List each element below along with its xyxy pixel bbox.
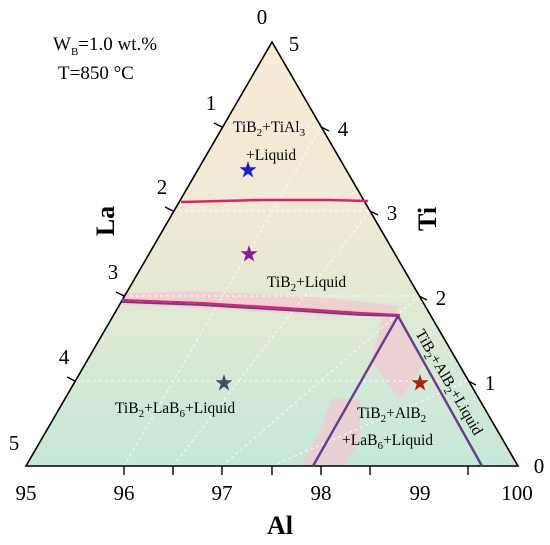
al-tick-95: 95: [16, 481, 37, 505]
boundary-upper: [180, 198, 369, 204]
boundary-middle-pink: [121, 298, 401, 317]
la-tick-0: 0: [257, 5, 268, 29]
al-tick-98: 98: [311, 481, 332, 505]
al-tick-labels: 95 96 97 98 99 100: [16, 481, 533, 505]
ti-tick-4: 4: [338, 117, 349, 141]
ti-tick-5: 5: [289, 32, 300, 56]
boundary-middle-purple: [121, 301, 399, 317]
al-axis-title: Al: [267, 511, 293, 540]
star-marker-blue: [239, 161, 257, 178]
star-marker-dark: [215, 374, 233, 391]
star-marker-red: [411, 374, 429, 391]
ti-tick-3: 3: [387, 201, 398, 225]
grid-lines: [75, 126, 469, 467]
condition-wb: WB=1.0 wt.%: [53, 34, 157, 58]
boundary-shading: [122, 291, 425, 466]
region-label-tib2-alb2: TiB2+AlB2: [357, 405, 426, 425]
ti-tick-labels: 0 1 2 3 4 5: [289, 32, 545, 478]
la-axis-title: La: [91, 206, 120, 236]
ti-tick-0: 0: [534, 454, 545, 478]
boundary-right-diagonal: [396, 315, 484, 467]
ti-tick-2: 2: [436, 286, 447, 310]
condition-temperature: T=850 °C: [58, 63, 134, 84]
region-label-lab6-liquid: +LaB6+Liquid: [342, 432, 433, 452]
sample-markers: [215, 161, 429, 391]
region-label-tib2-lab6-liquid: TiB2+LaB6+Liquid: [115, 400, 235, 420]
star-marker-purple: [240, 245, 258, 262]
la-tick-3: 3: [108, 260, 119, 284]
la-tick-2: 2: [157, 175, 168, 199]
la-tick-labels: 0 1 2 3 4 5: [9, 5, 268, 455]
boundary-left-diagonal: [311, 315, 400, 467]
al-tick-96: 96: [114, 481, 135, 505]
ti-tick-1: 1: [485, 371, 496, 395]
al-tick-97: 97: [212, 481, 233, 505]
axis-ticks: [66, 122, 477, 475]
region-label-tib2-tial3: TiB2+TiAl3: [233, 119, 306, 139]
la-tick-5: 5: [9, 431, 20, 455]
ti-axis-title: Ti: [413, 207, 442, 231]
al-tick-100: 100: [501, 481, 533, 505]
la-tick-1: 1: [206, 91, 217, 115]
region-label-tib2-tial3-liquid: +Liquid: [246, 147, 296, 164]
al-tick-99: 99: [410, 481, 431, 505]
diagram-background: [26, 42, 518, 466]
region-label-tib2-liquid: TiB2+Liquid: [267, 274, 346, 294]
la-tick-4: 4: [59, 345, 70, 369]
